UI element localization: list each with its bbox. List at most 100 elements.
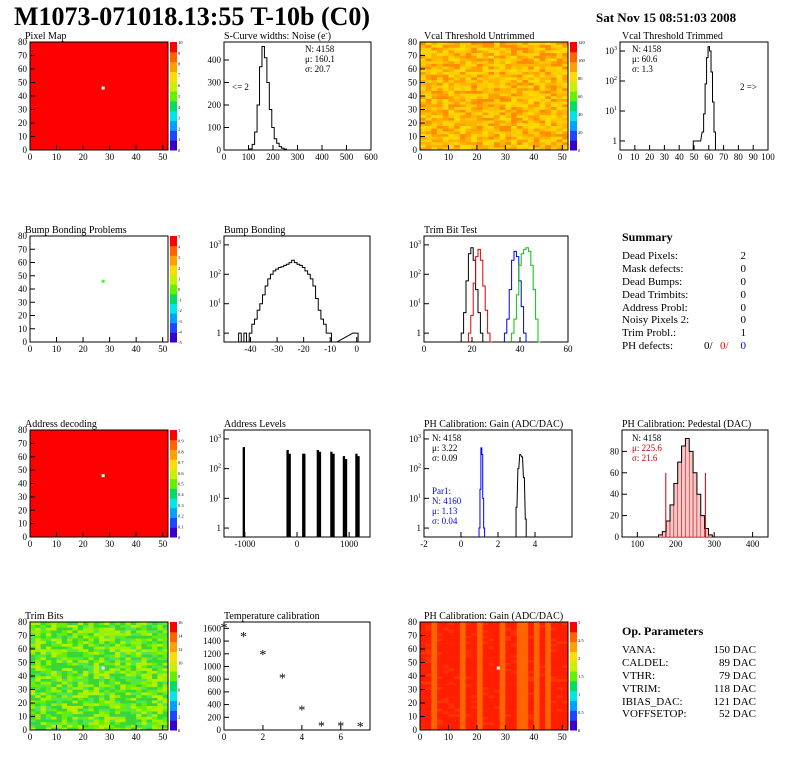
heatmap-cell [533,719,540,723]
heatmap-cell [77,649,84,652]
heatmap-cell [499,646,506,650]
heatmap-cell [56,670,63,674]
heatmap-cell [465,114,472,118]
heatmap-cell [56,681,63,685]
heatmap-cell [494,101,500,105]
heatmap-cell [437,632,444,636]
heatmap-cell [125,724,132,728]
heatmap-cell [556,673,563,677]
heatmap-cell [476,670,483,674]
heatmap-cell [442,711,449,715]
pedestal-bin [665,520,671,538]
heatmap-cell [77,700,84,704]
heatmap-cell [420,686,426,690]
heatmap-cell [425,96,432,99]
heatmap-cell [83,727,89,731]
heatmap-cell [114,684,121,688]
heatmap-cell [93,662,100,666]
heatmap-cell [539,123,546,126]
heatmap-cell [562,128,569,132]
heatmap-cell [562,85,569,89]
y-tick-label: 80 [408,37,418,47]
heatmap-cell [476,713,483,717]
heatmap-cell [83,700,89,704]
heatmap-cell [104,724,110,728]
heatmap-cell [511,136,518,140]
heatmap-cell [109,640,116,644]
heatmap-cell [494,104,500,108]
heatmap-cell [528,55,535,59]
heatmap-cell [465,60,472,64]
heatmap-cell [556,646,563,650]
heatmap-cell [550,147,557,151]
panel: PH Calibration: Gain (ADC/DAC)0 10 20 30 40 5… [408,611,584,742]
heatmap-cell [539,676,546,679]
heatmap-cell [114,708,121,712]
heatmap-cell [141,659,148,663]
heatmap-cell [157,657,163,661]
histogram-line [515,453,527,537]
color-scale-label: 3 [178,116,181,121]
heatmap-cell [516,131,523,135]
y-tick-label: 103 [209,434,221,444]
heatmap-cell [528,711,535,715]
heatmap-cell [522,678,529,682]
heatmap-cell [488,104,495,108]
heatmap-cell [545,673,552,677]
heatmap-cell [499,141,506,145]
heatmap-cell [528,144,535,148]
heatmap-cell [476,77,483,81]
heatmap-cell [494,716,500,720]
heatmap-cell [114,640,121,644]
y-tick-label: 102 [209,464,221,474]
heatmap-cell [516,689,523,693]
heatmap-cell [516,106,523,110]
heatmap-cell [88,678,94,682]
heatmap-cell [533,711,540,715]
heatmap-cell [499,632,506,636]
heatmap-cell [431,112,438,116]
heatmap-cell [488,58,495,62]
heatmap-cell [420,139,426,143]
heatmap-cell [146,705,153,709]
heatmap-cell [522,667,529,671]
heatmap-cell [442,640,449,644]
heatmap-cell [488,71,495,75]
x-tick-label: -30 [271,344,283,354]
heatmap-cell [499,692,506,696]
heatmap-cell [157,638,163,642]
heatmap-cell [465,643,472,647]
heatmap-cell [471,692,478,696]
heatmap-cell [471,109,478,113]
heatmap-cell [93,713,100,717]
heatmap-cell [562,716,569,720]
heatmap-cell [72,638,79,642]
heatmap-cell [152,684,158,688]
heatmap-cell [545,74,552,78]
heatmap-cell [545,711,552,715]
heatmap-cell [516,47,523,51]
heatmap-cell [454,104,461,108]
heatmap-cell [40,662,47,666]
heatmap-cell [104,662,110,666]
heatmap-cell [522,703,529,706]
heatmap-cell [505,71,512,75]
heatmap-cell [45,681,52,685]
heatmap-cell [51,665,57,669]
heatmap-cell [442,721,449,725]
heatmap-cell [562,63,569,67]
heatmap-cell [522,700,529,704]
y-tick-label: 103 [209,240,221,250]
heatmap-cell [522,624,529,628]
heatmap-cell [51,684,57,688]
heatmap-cell [51,622,57,625]
heatmap-cell [482,125,489,129]
heatmap-cell [511,651,518,655]
heatmap-cell [420,665,426,669]
heatmap-cell [488,123,495,126]
heatmap-cell [539,667,546,671]
heatmap-cell [511,646,518,650]
heatmap-cell [476,721,483,725]
heatmap-cell [420,692,426,696]
heatmap-cell [93,697,100,701]
